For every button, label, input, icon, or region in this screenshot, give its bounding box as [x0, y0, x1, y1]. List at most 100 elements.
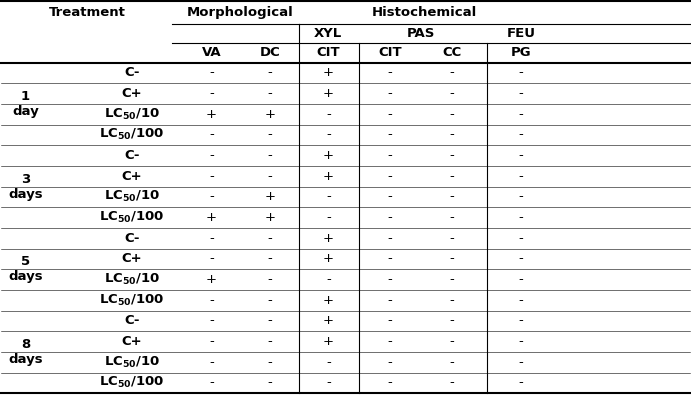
- Text: -: -: [209, 149, 214, 162]
- Text: -: -: [267, 273, 272, 286]
- Text: -: -: [388, 253, 392, 266]
- Text: -: -: [519, 170, 523, 183]
- Text: -: -: [519, 232, 523, 245]
- Text: -: -: [388, 232, 392, 245]
- Text: VA: VA: [202, 47, 221, 59]
- Text: -: -: [450, 335, 455, 348]
- Text: -: -: [519, 377, 523, 389]
- Text: -: -: [209, 294, 214, 307]
- Text: -: -: [450, 170, 455, 183]
- Text: -: -: [450, 67, 455, 80]
- Text: C-: C-: [124, 315, 140, 327]
- Text: -: -: [267, 356, 272, 369]
- Text: $\mathbf{LC}_{\mathbf{50}}\mathbf{/10}$: $\mathbf{LC}_{\mathbf{50}}\mathbf{/10}$: [104, 355, 160, 370]
- Text: -: -: [388, 67, 392, 80]
- Text: -: -: [519, 335, 523, 348]
- Text: -: -: [450, 253, 455, 266]
- Text: +: +: [323, 315, 334, 327]
- Text: PAS: PAS: [407, 27, 435, 40]
- Text: -: -: [267, 294, 272, 307]
- Text: C+: C+: [122, 170, 142, 183]
- Text: -: -: [326, 377, 331, 389]
- Text: -: -: [519, 294, 523, 307]
- Text: +: +: [323, 253, 334, 266]
- Text: -: -: [209, 315, 214, 327]
- Text: -: -: [267, 232, 272, 245]
- Text: +: +: [264, 191, 275, 204]
- Text: -: -: [450, 356, 455, 369]
- Text: FEU: FEU: [507, 27, 536, 40]
- Text: -: -: [267, 253, 272, 266]
- Text: -: -: [326, 211, 331, 224]
- Text: XYL: XYL: [314, 27, 343, 40]
- Text: +: +: [323, 170, 334, 183]
- Text: Histochemical: Histochemical: [372, 6, 477, 19]
- Text: -: -: [326, 356, 331, 369]
- Text: 5
days: 5 days: [8, 255, 43, 283]
- Text: C-: C-: [124, 67, 140, 80]
- Text: -: -: [209, 67, 214, 80]
- Text: +: +: [264, 108, 275, 121]
- Text: C-: C-: [124, 149, 140, 162]
- Text: DC: DC: [259, 47, 280, 59]
- Text: -: -: [326, 129, 331, 142]
- Text: +: +: [323, 335, 334, 348]
- Text: -: -: [388, 87, 392, 100]
- Text: -: -: [267, 315, 272, 327]
- Text: -: -: [519, 129, 523, 142]
- Text: -: -: [519, 211, 523, 224]
- Text: +: +: [323, 87, 334, 100]
- Text: CIT: CIT: [316, 47, 340, 59]
- Text: -: -: [388, 129, 392, 142]
- Text: -: -: [267, 67, 272, 80]
- Text: +: +: [323, 149, 334, 162]
- Text: -: -: [450, 87, 455, 100]
- Text: -: -: [519, 149, 523, 162]
- Text: -: -: [209, 191, 214, 204]
- Text: -: -: [209, 253, 214, 266]
- Text: C-: C-: [124, 232, 140, 245]
- Text: -: -: [388, 294, 392, 307]
- Text: -: -: [267, 170, 272, 183]
- Text: -: -: [519, 356, 523, 369]
- Text: -: -: [450, 129, 455, 142]
- Text: +: +: [323, 294, 334, 307]
- Text: +: +: [206, 211, 217, 224]
- Text: -: -: [388, 335, 392, 348]
- Text: -: -: [388, 211, 392, 224]
- Text: -: -: [388, 377, 392, 389]
- Text: $\mathbf{LC}_{\mathbf{50}}\mathbf{/10}$: $\mathbf{LC}_{\mathbf{50}}\mathbf{/10}$: [104, 272, 160, 287]
- Text: 3
days: 3 days: [8, 173, 43, 201]
- Text: -: -: [519, 315, 523, 327]
- Text: Morphological: Morphological: [187, 6, 294, 19]
- Text: C+: C+: [122, 335, 142, 348]
- Text: -: -: [388, 191, 392, 204]
- Text: -: -: [209, 170, 214, 183]
- Text: $\mathbf{LC}_{\mathbf{50}}\mathbf{/100}$: $\mathbf{LC}_{\mathbf{50}}\mathbf{/100}$: [100, 127, 165, 142]
- Text: PG: PG: [511, 47, 531, 59]
- Text: -: -: [267, 377, 272, 389]
- Text: -: -: [209, 232, 214, 245]
- Text: Treatment: Treatment: [49, 6, 126, 19]
- Text: $\mathbf{LC}_{\mathbf{50}}\mathbf{/100}$: $\mathbf{LC}_{\mathbf{50}}\mathbf{/100}$: [100, 293, 165, 308]
- Text: -: -: [450, 232, 455, 245]
- Text: +: +: [206, 273, 217, 286]
- Text: -: -: [388, 170, 392, 183]
- Text: -: -: [388, 356, 392, 369]
- Text: -: -: [326, 108, 331, 121]
- Text: 1
day: 1 day: [12, 90, 39, 118]
- Text: +: +: [323, 232, 334, 245]
- Text: -: -: [267, 149, 272, 162]
- Text: -: -: [209, 335, 214, 348]
- Text: C+: C+: [122, 87, 142, 100]
- Text: C+: C+: [122, 253, 142, 266]
- Text: CIT: CIT: [379, 47, 402, 59]
- Text: -: -: [450, 191, 455, 204]
- Text: $\mathbf{LC}_{\mathbf{50}}\mathbf{/10}$: $\mathbf{LC}_{\mathbf{50}}\mathbf{/10}$: [104, 189, 160, 204]
- Text: -: -: [519, 67, 523, 80]
- Text: -: -: [519, 253, 523, 266]
- Text: 8
days: 8 days: [8, 338, 43, 366]
- Text: -: -: [209, 356, 214, 369]
- Text: -: -: [267, 335, 272, 348]
- Text: -: -: [209, 129, 214, 142]
